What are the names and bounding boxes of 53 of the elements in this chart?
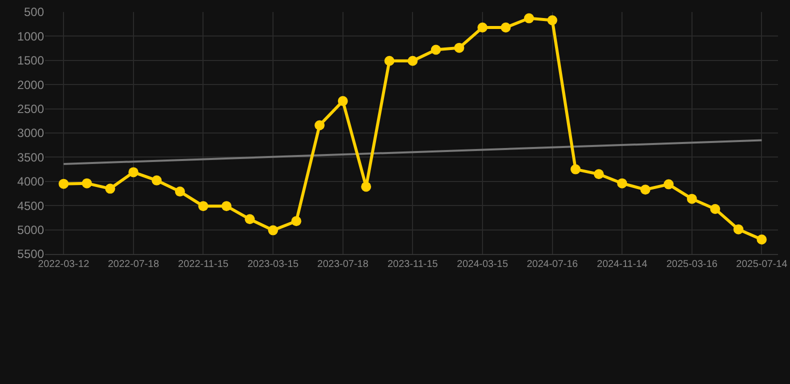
point [477,22,488,32]
y-tick-label: 4500 [17,198,44,213]
x-tick-label: 2022-11-15 [178,259,229,270]
x-tick-label: 2023-03-15 [247,259,300,270]
point [594,169,604,180]
y-tick-label: 5000 [17,223,44,237]
point [384,56,394,66]
x-tick-label: 2025-03-16 [666,259,718,270]
point [338,96,348,106]
y-tick-label: 500 [24,5,44,20]
y-tick-label: 3000 [17,126,44,140]
point [268,225,278,236]
point [314,120,325,130]
point [152,175,162,186]
y-tick-label: 5500 [17,247,44,262]
point [570,164,581,174]
x-tick-label: 2023-11-15 [387,259,438,270]
point [198,201,208,212]
point [454,42,464,53]
x-tick-label: 2022-07-18 [108,259,160,270]
point [664,179,674,190]
x-tick-label: 2022-03-12 [38,259,90,270]
x-tick-label: 2024-11-14 [596,259,648,270]
y-tick-label: 2000 [17,78,44,92]
point [128,167,138,178]
point [733,224,744,234]
y-tick-label: 4000 [17,174,44,189]
point [361,182,372,192]
point [686,194,697,204]
point [640,184,650,195]
x-tick-label: 2024-07-16 [526,259,578,270]
y-tick-label: 2500 [17,102,44,116]
point [105,184,116,194]
point [222,201,232,212]
point [408,56,418,66]
point [430,44,441,55]
x-tick-label: 2023-07-18 [317,259,369,270]
point [58,178,69,189]
point [710,204,720,214]
y-tick-label: 1500 [17,54,44,68]
y-tick-label: 3500 [17,150,44,164]
x-tick-label: 2025-07-14 [736,259,788,270]
point [524,13,534,24]
point [617,178,628,188]
point [291,216,302,226]
x-tick-label: 2024-03-15 [456,259,508,270]
point [174,186,185,197]
y-tick-label: 1000 [17,29,44,44]
point [244,214,255,224]
point [547,15,558,26]
point [756,234,767,244]
point [500,22,511,32]
point [82,178,92,188]
